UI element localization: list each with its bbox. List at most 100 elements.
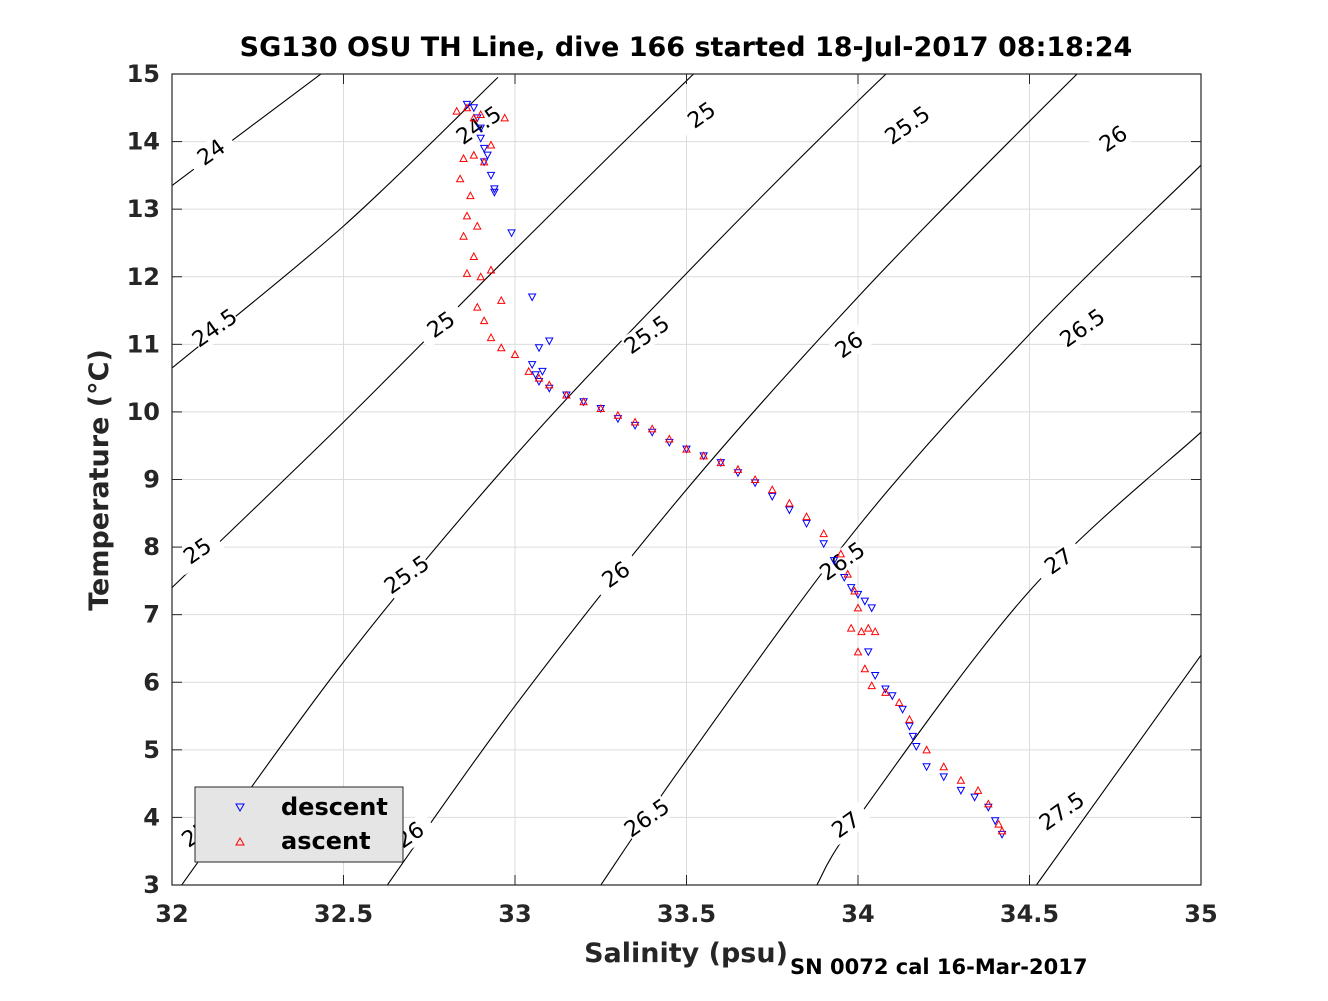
legend-marker-descent [235, 803, 245, 813]
ascent-point [472, 221, 482, 230]
descent-point [544, 384, 554, 393]
contour-label-bg [620, 794, 674, 842]
ascent-point [853, 603, 863, 612]
descent-point [613, 415, 623, 424]
ascent-point [994, 819, 1003, 828]
ascent-point [510, 349, 520, 358]
descent-point [476, 134, 486, 143]
ascent-point [562, 390, 571, 399]
legend-label-ascent: ascent [281, 827, 371, 855]
ascent-point [613, 410, 623, 419]
descent-point [544, 337, 554, 346]
y-tick-label: 8 [143, 533, 160, 561]
ascent-point [819, 529, 829, 538]
ascent-point [544, 380, 554, 389]
descent-point [750, 479, 760, 488]
descent-point [483, 151, 492, 160]
ascent-point [486, 140, 496, 149]
contour-label-bg [1087, 115, 1141, 163]
y-tick-label: 13 [127, 195, 160, 223]
descent-point [785, 506, 794, 515]
ascent-point [922, 745, 931, 754]
y-tick-label: 7 [143, 601, 160, 629]
contour-label-bg [380, 551, 434, 599]
descent-point [984, 803, 993, 812]
descent-point [905, 722, 914, 731]
y-axis-label: Temperature (°C) [84, 349, 115, 611]
x-tick-label: 34.5 [1000, 900, 1059, 928]
ascent-point [469, 251, 479, 260]
ascent-point [462, 211, 472, 220]
descent-point [860, 597, 870, 606]
ascent-point [459, 153, 468, 162]
ascent-point [905, 714, 914, 723]
ascent-point [496, 295, 506, 304]
descent-point [939, 773, 949, 782]
y-tick-label: 5 [143, 736, 160, 764]
contour-line-26.5 [600, 164, 1201, 885]
ascent-point [665, 434, 674, 443]
descent-point [507, 229, 516, 238]
y-tick-label: 4 [143, 803, 160, 831]
contour-line-27.5 [1035, 654, 1201, 885]
ascent-point [524, 366, 534, 375]
ascent-point [534, 373, 544, 382]
ascent-point [699, 451, 708, 460]
descent-point [665, 438, 674, 447]
contour-label-bg [172, 527, 225, 575]
ascent-point [984, 799, 993, 808]
y-tick-label: 3 [143, 871, 160, 899]
y-tick-label: 10 [127, 398, 160, 426]
descent-point [911, 742, 921, 752]
plot-area: 2424.524.525252525.525.525.525.526262626… [127, 60, 1218, 928]
ascent-point [462, 268, 472, 277]
descent-point [898, 705, 907, 714]
ascent-point [476, 272, 486, 281]
ascent-point [466, 191, 475, 200]
ascent-point [682, 444, 691, 453]
descent-point [486, 171, 496, 180]
descent-point [531, 371, 540, 380]
descent-point [527, 293, 537, 302]
ascent-point [716, 458, 726, 467]
contour-line-25.5 [181, 74, 887, 885]
descent-point [490, 188, 499, 197]
contour-label-bg [1056, 304, 1110, 352]
ascent-point [469, 150, 479, 159]
contour-label-bg [620, 311, 674, 359]
descent-point [469, 104, 479, 113]
ascent-point [860, 664, 870, 673]
ascent-point [472, 302, 482, 311]
x-axis-label: Salinity (psu) [584, 938, 788, 969]
ascent-point [496, 343, 506, 352]
ascent-point [647, 424, 657, 433]
descent-point [476, 124, 486, 133]
descent-point [839, 573, 849, 583]
ascent-point [455, 174, 465, 183]
data-points [452, 100, 1007, 839]
legend-entry-descent: descent [235, 793, 388, 821]
ascent-point [836, 549, 846, 558]
descent-point [956, 786, 966, 795]
x-tick-label: 33.5 [657, 900, 716, 928]
contour-line-24 [172, 74, 322, 186]
ascent-point [894, 697, 904, 707]
descent-point [870, 671, 880, 681]
contour-label-bg [822, 321, 876, 369]
descent-point [829, 557, 839, 566]
series-ascent [452, 103, 1007, 835]
y-tick-label: 12 [127, 263, 160, 291]
contour-line-27 [816, 431, 1201, 885]
descent-point [802, 519, 811, 528]
ascent-point [479, 316, 489, 325]
y-tick-label: 6 [143, 668, 160, 696]
ascent-point [870, 627, 880, 636]
descent-point [733, 469, 743, 478]
legend-box [194, 786, 404, 863]
contour-label-bg [188, 304, 242, 352]
ascent-point [462, 103, 472, 112]
descent-point [846, 584, 856, 593]
contour-label-group: 27 [1032, 537, 1086, 586]
ascent-point [997, 826, 1007, 835]
